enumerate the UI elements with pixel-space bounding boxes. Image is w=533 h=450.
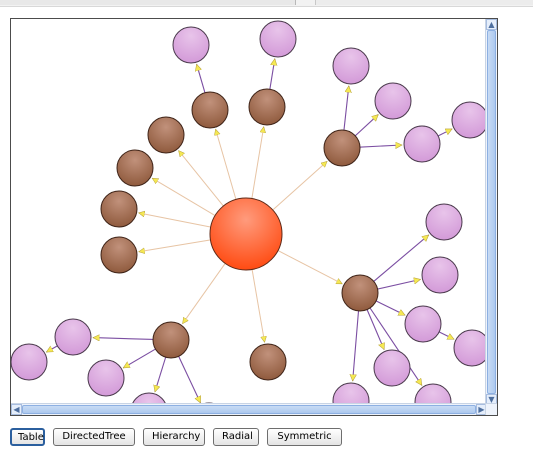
vertical-scroll-thumb[interactable] xyxy=(487,30,496,394)
branch-node[interactable] xyxy=(152,321,190,359)
graph-edge-13 xyxy=(343,86,349,132)
graph-edge-9 xyxy=(182,262,227,324)
graph-edge-1 xyxy=(216,129,237,201)
chevron-right-icon: ▶ xyxy=(478,405,485,414)
chevron-left-icon: ◀ xyxy=(13,405,20,414)
graph-edge-19 xyxy=(375,300,405,316)
radial-button[interactable]: Radial xyxy=(213,428,259,446)
graph-edge-21 xyxy=(366,308,384,350)
graph-edge-23 xyxy=(369,306,423,385)
leaf-node[interactable] xyxy=(172,26,210,64)
vertical-scrollbar[interactable]: ▲ ▼ xyxy=(485,19,497,405)
branch-node[interactable] xyxy=(100,236,138,274)
graph-edge-25 xyxy=(46,344,59,353)
graph-edge-27 xyxy=(155,356,167,392)
branch-node[interactable] xyxy=(147,116,185,154)
graph-edge-7 xyxy=(271,161,327,212)
center-node[interactable] xyxy=(209,197,283,271)
branch-node[interactable] xyxy=(248,88,286,126)
chevron-up-icon: ▲ xyxy=(488,20,495,29)
leaf-node[interactable] xyxy=(332,382,370,405)
graph-edge-6 xyxy=(139,239,212,252)
top-strip xyxy=(0,0,533,7)
graph-edge-4 xyxy=(152,177,217,217)
graph-edge-17 xyxy=(372,234,429,283)
graph-edge-11 xyxy=(197,64,206,94)
leaf-node[interactable] xyxy=(451,101,487,139)
leaf-node[interactable] xyxy=(373,349,411,387)
horizontal-scroll-thumb[interactable] xyxy=(22,405,476,414)
graph-edge-22 xyxy=(353,309,360,381)
graph-svg[interactable] xyxy=(11,19,487,405)
graph-edge-10 xyxy=(251,268,265,342)
scroll-corner xyxy=(485,403,497,415)
graph-edge-14 xyxy=(354,115,379,137)
hierarchy-button[interactable]: Hierarchy xyxy=(143,428,205,446)
graph-edge-3 xyxy=(178,151,225,208)
leaf-node[interactable] xyxy=(11,343,48,381)
graph-edge-28 xyxy=(177,355,202,403)
branch-node[interactable] xyxy=(249,343,287,381)
branch-node[interactable] xyxy=(323,129,361,167)
graph-edge-12 xyxy=(269,59,275,91)
leaf-node[interactable] xyxy=(453,329,487,367)
graph-edge-26 xyxy=(123,348,157,369)
graph-viewport: ▲ ▼ ◀ ▶ xyxy=(10,18,498,416)
symmetric-button[interactable]: Symmetric xyxy=(267,428,342,446)
leaf-node[interactable] xyxy=(54,318,92,356)
branch-node[interactable] xyxy=(341,274,379,312)
chevron-down-icon: ▼ xyxy=(488,395,495,404)
scroll-left-button[interactable]: ◀ xyxy=(11,404,22,415)
table-button[interactable]: Table xyxy=(10,428,45,446)
leaf-node[interactable] xyxy=(421,256,459,294)
leaf-node[interactable] xyxy=(403,125,441,163)
leaf-node[interactable] xyxy=(131,392,167,405)
graph-edge-5 xyxy=(139,213,212,228)
top-tab-left xyxy=(0,0,296,5)
graph-edge-24 xyxy=(93,338,155,340)
branch-node[interactable] xyxy=(191,91,229,129)
graph-canvas[interactable] xyxy=(11,19,487,405)
graph-edge-15 xyxy=(358,145,402,147)
top-tab-right xyxy=(315,0,533,5)
scroll-up-button[interactable]: ▲ xyxy=(486,19,497,30)
leaf-node[interactable] xyxy=(259,20,297,58)
layout-toolbar: Table DirectedTree Hierarchy Radial Symm… xyxy=(10,428,342,446)
leaf-node[interactable] xyxy=(425,203,463,241)
leaf-node[interactable] xyxy=(414,383,452,405)
leaf-node[interactable] xyxy=(404,305,442,343)
horizontal-scrollbar[interactable]: ◀ ▶ xyxy=(11,403,487,415)
branch-node[interactable] xyxy=(116,149,154,187)
leaf-node[interactable] xyxy=(87,359,125,397)
leaf-node[interactable] xyxy=(374,82,412,120)
graph-edge-16 xyxy=(436,128,452,137)
leaf-node[interactable] xyxy=(332,47,370,85)
graph-edge-18 xyxy=(376,279,421,290)
branch-node[interactable] xyxy=(100,190,138,228)
graph-edge-20 xyxy=(438,330,454,340)
graph-edge-8 xyxy=(276,249,342,285)
directed-tree-button[interactable]: DirectedTree xyxy=(53,428,135,446)
graph-edge-2 xyxy=(251,127,264,200)
